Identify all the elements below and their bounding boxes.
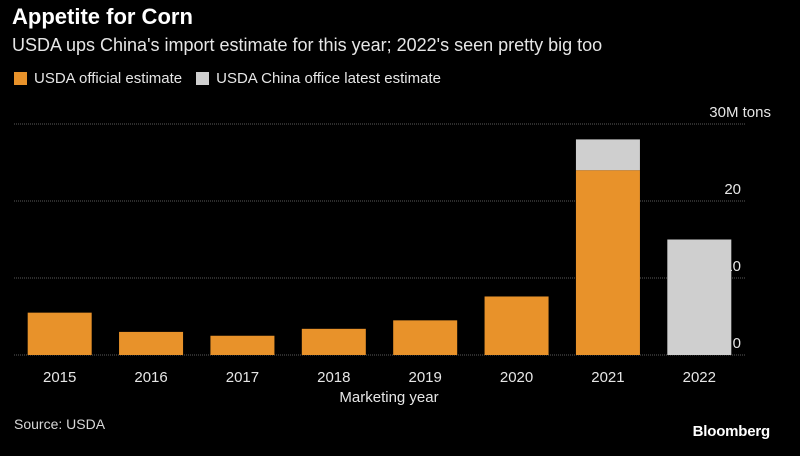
bar-2016-official [119,331,184,355]
x-tick-label-2016: 2016 [134,369,167,386]
bar-2020-official [484,296,549,355]
y-tick-label-30: 30M tons [709,104,771,121]
y-tick-label-0: 0 [733,335,741,352]
bar-2021-china-office [575,139,640,171]
bar-2015-official [27,312,92,355]
x-tick-label-2018: 2018 [317,369,350,386]
bar-2022-china-office [667,239,732,355]
source-note: Source: USDA [14,416,106,432]
chart-subtitle: USDA ups China's import estimate for thi… [12,35,603,55]
bar-2021-official [575,170,640,355]
x-tick-label-2015: 2015 [43,369,76,386]
x-tick-label-2021: 2021 [591,369,624,386]
legend-swatch-official [14,72,27,85]
x-axis-label: Marketing year [339,389,438,406]
y-tick-label-20: 20 [724,181,741,198]
legend-item-official: USDA official estimate [14,70,182,87]
x-tick-label-2019: 2019 [409,369,442,386]
x-tick-label-2022: 2022 [683,369,716,386]
bar-2017-official [210,335,275,355]
bar-2019-official [393,320,458,355]
bloomberg-logo: Bloomberg [692,423,771,440]
x-tick-label-2020: 2020 [500,369,533,386]
legend-label-china-office: USDA China office latest estimate [216,70,441,87]
legend-swatch-china-office [196,72,210,85]
bar-2018-official [301,328,366,355]
chart-title: Appetite for Corn [12,4,193,29]
legend-item-china-office: USDA China office latest estimate [196,70,441,87]
x-tick-label-2017: 2017 [226,369,259,386]
legend: USDA official estimate USDA China office… [14,70,455,87]
legend-label-official: USDA official estimate [34,70,183,87]
